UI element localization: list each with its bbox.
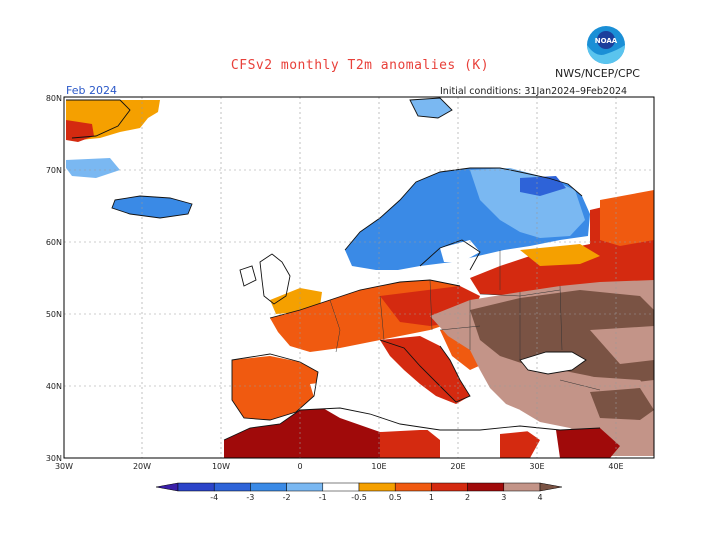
black-sea (520, 352, 586, 374)
colorbar-label: 3 (501, 493, 506, 502)
latitude-labels: 30N 40N 50N 60N 70N 80N (46, 94, 62, 463)
colorbar-swatch (286, 482, 324, 492)
map-frame (63, 96, 655, 459)
anomaly-greenland-ice (66, 158, 120, 178)
lon-label: 30E (529, 462, 544, 471)
lat-label: 70N (46, 166, 62, 175)
lon-label: 20E (450, 462, 465, 471)
colorbar-label: 0.5 (389, 493, 402, 502)
country-borders (329, 250, 601, 391)
colorbar-label: -3 (246, 493, 254, 502)
anomaly-north-africa (224, 408, 380, 458)
colorbar-swatch (322, 482, 360, 492)
anomaly-anatolia (590, 388, 654, 420)
colorbar-swatch (177, 482, 215, 492)
lon-label: 20W (133, 462, 151, 471)
lon-label: 10W (212, 462, 230, 471)
anomaly-russia-north (600, 190, 654, 246)
colorbar-low-arrow (155, 482, 179, 492)
colorbar-label: 4 (537, 493, 542, 502)
colorbar-swatch (250, 482, 287, 492)
colorbar-swatch (431, 482, 468, 492)
anomaly-ukraine-russia (470, 290, 654, 384)
mediterranean-sea (310, 378, 540, 434)
anomaly-iceland (112, 196, 192, 218)
lat-label: 30N (46, 454, 62, 463)
anomaly-iberia (232, 356, 318, 420)
graticule (64, 97, 654, 458)
colorbar-label: -2 (283, 493, 291, 502)
lat-label: 60N (46, 238, 62, 247)
lon-label: 0 (297, 462, 302, 471)
anomaly-caucasus (590, 326, 654, 364)
anomaly-baltic-east (520, 244, 600, 266)
lon-label: 30W (55, 462, 73, 471)
colorbar-label: -0.5 (351, 493, 367, 502)
anomaly-libya (380, 424, 440, 458)
colorbar: -4 -3 -2 -1 -0.5 0.5 1 2 3 4 (155, 482, 563, 502)
credit-label: NWS/NCEP/CPC (555, 67, 640, 80)
colorbar-label: 2 (465, 493, 470, 502)
initial-conditions: Initial conditions: 31Jan2024–9Feb2024 (440, 86, 628, 97)
colorbar-high-arrow (539, 482, 563, 492)
colorbar-swatch (394, 482, 432, 492)
anomaly-levant (556, 428, 620, 458)
anomaly-italy (380, 336, 470, 404)
anomaly-egypt (500, 426, 540, 458)
noaa-logo-icon: NOAA (587, 26, 625, 64)
colorbar-swatch (358, 482, 396, 492)
colorbar-label: 1 (429, 493, 434, 502)
lon-label: 10E (371, 462, 386, 471)
chart-title: CFSv2 monthly T2m anomalies (K) (230, 58, 490, 73)
colorbar-swatch (503, 482, 541, 492)
longitude-labels: 30W 20W 10W 0 10E 20E 30E 40E (55, 462, 624, 471)
colorbar-swatch (467, 482, 505, 492)
lon-label: 40E (608, 462, 623, 471)
noaa-logo-text: NOAA (595, 37, 618, 45)
month-label: Feb 2024 (66, 84, 117, 97)
colorbar-swatch (213, 482, 251, 492)
lat-label: 50N (46, 310, 62, 319)
lat-label: 40N (46, 382, 62, 391)
lat-label: 80N (46, 94, 62, 103)
colorbar-label: -4 (210, 493, 218, 502)
colorbar-label: -1 (319, 493, 327, 502)
anomaly-svalbard (410, 98, 452, 118)
anomaly-lapland (520, 176, 566, 196)
